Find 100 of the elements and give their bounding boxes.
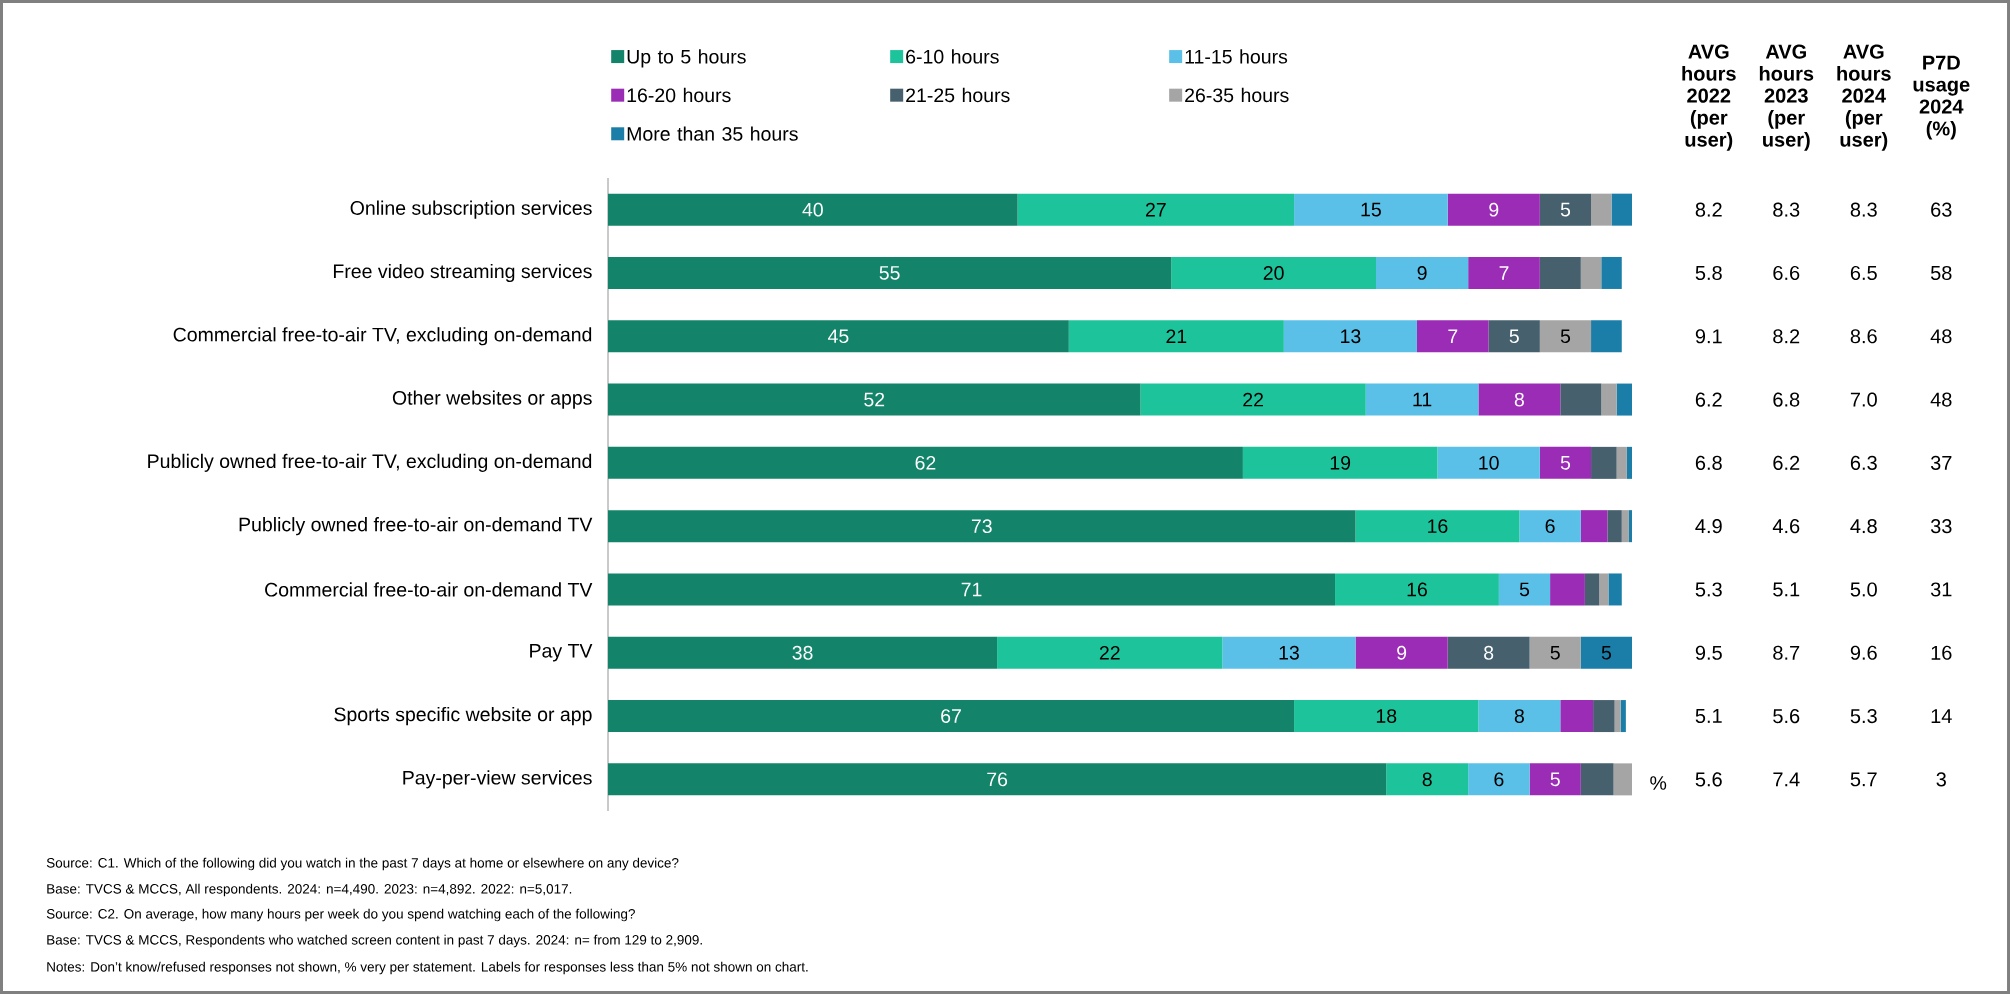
data-label: 16 <box>1428 519 1448 534</box>
y-tick-label: Publicly owned free-to-air TV, excluding on-demand <box>148 453 592 472</box>
data-label: 20 <box>1263 266 1284 280</box>
bar <box>1616 446 1627 479</box>
bar <box>1613 763 1633 796</box>
bar <box>1171 256 1377 289</box>
bar <box>1584 573 1600 606</box>
bar <box>1607 510 1622 543</box>
data-label: 62 <box>915 455 936 470</box>
data-label: 8 <box>1514 709 1524 723</box>
text: Base: TVCS & MCCS, Respondents who watched screen content in past 7 days. 2024: n= from 129 to 2,909. <box>47 934 702 948</box>
y-tick-label: Free video streaming services <box>333 263 592 283</box>
bar <box>608 636 998 669</box>
bar <box>1560 383 1602 416</box>
data-label: 71 <box>961 582 982 597</box>
bar <box>608 573 1336 606</box>
text: 5.7 <box>1850 772 1877 787</box>
data-label: 8 <box>1422 772 1432 787</box>
bar <box>1355 510 1520 543</box>
text: 4.8 <box>1850 519 1877 534</box>
source-note: Source: C1. Which of the following did you watch in the past 7 days at home or elsewhere on any device? <box>46 857 679 871</box>
data-label: 8 <box>1514 392 1524 407</box>
legend-label: 6-10 hours <box>906 49 999 64</box>
text: AVG hours 2023 (per user) <box>1759 44 1814 151</box>
text: 8.3 <box>1773 202 1800 217</box>
data-label: 73 <box>971 519 992 534</box>
y-tick-label: Commercial free-to-air on-demand TV <box>265 582 593 597</box>
y-tick-label: Other websites or apps <box>392 390 592 409</box>
bar <box>1447 193 1540 226</box>
text: 5.6 <box>1695 772 1722 787</box>
data-label: 9 <box>1417 266 1427 280</box>
y-tick-label: Pay-per-view services <box>403 770 592 789</box>
bar <box>1416 320 1489 353</box>
bar <box>1580 256 1602 289</box>
data-label: 10 <box>1479 455 1499 470</box>
data-label: 52 <box>864 392 885 407</box>
bar <box>1580 510 1608 543</box>
legend-label: 11-15 hours <box>1185 49 1288 64</box>
data-label: 7 <box>1499 266 1509 280</box>
bar <box>1498 573 1551 606</box>
text: 5.1 <box>1773 582 1800 597</box>
data-label: 5 <box>1519 582 1530 597</box>
data-label: 27 <box>1145 202 1166 217</box>
bar <box>1614 700 1621 733</box>
bar <box>1355 636 1448 669</box>
text: 4.9 <box>1695 519 1722 534</box>
legend-label: 16-20 hours <box>627 87 731 103</box>
data-label: 5 <box>1560 456 1571 470</box>
text: 8.6 <box>1850 329 1877 344</box>
data-label: 6 <box>1545 519 1555 534</box>
data-label: 5 <box>1560 329 1571 344</box>
text: 8.2 <box>1695 202 1722 217</box>
source-note: Source: C2. On average, how many hours per week do you spend watching each of the following? <box>46 908 635 922</box>
text: 33 <box>1930 519 1952 534</box>
bar <box>1283 320 1417 353</box>
bar <box>608 763 1387 796</box>
text: 3 <box>1936 772 1946 787</box>
text: Base: TVCS & MCCS, All respondents. 2024: n=4,490. 2023: n=4,892. 2022: n=5,017. <box>47 883 572 897</box>
bar <box>608 256 1172 289</box>
bar <box>1294 193 1448 226</box>
bar <box>1591 193 1612 226</box>
text: 5.6 <box>1773 708 1800 724</box>
legend-label: 26-35 hours <box>1185 87 1289 103</box>
text: 37 <box>1930 455 1952 470</box>
data-label: 45 <box>828 329 849 344</box>
text: 7.4 <box>1773 772 1800 787</box>
data-label: 6 <box>1494 772 1504 787</box>
text: P7D usage 2024 (%) <box>1913 55 1970 140</box>
text: 9.1 <box>1695 329 1722 344</box>
bar <box>1478 383 1561 416</box>
bar <box>1580 763 1614 796</box>
legend-label: More than 35 hours <box>627 126 798 141</box>
bar <box>1529 636 1581 669</box>
bar <box>1601 256 1622 289</box>
text: AVG hours 2024 (per user) <box>1837 44 1891 151</box>
data-label: 11 <box>1413 392 1432 407</box>
text: 6.2 <box>1773 455 1800 470</box>
data-label: 13 <box>1341 329 1361 344</box>
y-tick-label: Online subscription services <box>350 200 592 219</box>
bar <box>1365 383 1479 416</box>
text: Notes: Don’t know/refused responses not shown, % very per statement. Labels for responses less than 5% not shown on chart. <box>47 961 808 975</box>
bar <box>1611 193 1633 226</box>
data-label: 9 <box>1397 645 1407 660</box>
text: 6.8 <box>1773 392 1800 407</box>
text: 9.6 <box>1850 645 1877 660</box>
bar <box>1140 383 1366 416</box>
bar <box>1437 446 1540 479</box>
bar <box>1529 763 1581 796</box>
bar <box>1017 193 1295 226</box>
text: 6.6 <box>1773 265 1800 281</box>
data-label: 18 <box>1376 709 1397 723</box>
text: 7.0 <box>1850 392 1877 407</box>
text: 5.3 <box>1850 708 1877 724</box>
text: 63 <box>1931 202 1952 217</box>
data-label: 7 <box>1448 329 1458 343</box>
text: 48 <box>1930 392 1952 407</box>
text: 58 <box>1930 265 1952 281</box>
bar <box>1222 636 1356 669</box>
bar <box>1626 446 1633 479</box>
text: 6.3 <box>1850 455 1877 470</box>
